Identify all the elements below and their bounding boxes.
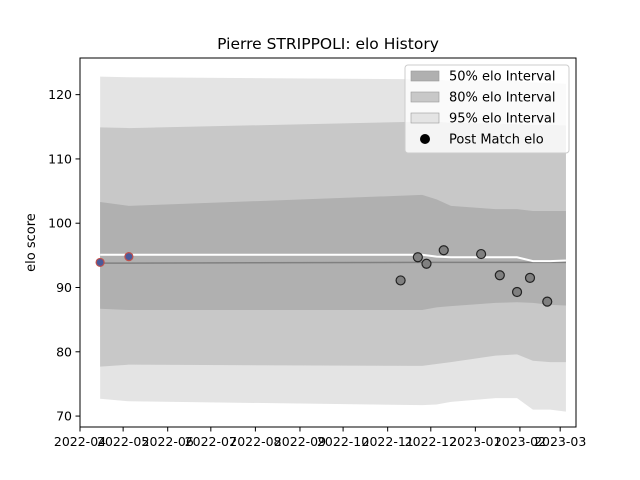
y-tick-label: 110 bbox=[48, 151, 72, 166]
legend-label: 80% elo Interval bbox=[449, 91, 556, 106]
chart-title: Pierre STRIPPOLI: elo History bbox=[217, 35, 439, 53]
y-tick-label: 120 bbox=[48, 87, 72, 102]
x-tick-label: 2022-05 bbox=[97, 434, 149, 449]
plot-frame bbox=[79, 57, 577, 428]
x-tick-label: 2023-01 bbox=[449, 434, 501, 449]
initial-elo-point bbox=[95, 257, 105, 268]
post-match-elo-point bbox=[421, 258, 432, 269]
x-tick-label: 2022-07 bbox=[185, 434, 237, 449]
post-match-elo-point bbox=[395, 275, 406, 286]
post-match-elo-point bbox=[524, 272, 536, 283]
interval-bands bbox=[100, 76, 566, 412]
y-tick-label: 100 bbox=[48, 216, 72, 231]
legend-label: 95% elo Interval bbox=[449, 112, 556, 127]
post-match-elo-point bbox=[476, 248, 487, 260]
legend-label: 50% elo Interval bbox=[449, 70, 556, 85]
initial-elo-point bbox=[124, 252, 134, 262]
post-match-elo-point bbox=[412, 252, 423, 263]
legend-label: Post Match elo bbox=[449, 133, 544, 148]
y-tick-label: 90 bbox=[56, 280, 72, 295]
post-match-elo-point bbox=[494, 270, 505, 281]
legend-box bbox=[404, 64, 570, 154]
x-tick-label: 2023-03 bbox=[534, 434, 586, 449]
x-tick-label: 2023-02 bbox=[494, 434, 546, 449]
y-tick-label: 80 bbox=[56, 344, 72, 359]
x-tick-label: 2022-12 bbox=[405, 434, 457, 449]
post-match-points bbox=[95, 245, 553, 307]
rating-lines bbox=[100, 253, 566, 264]
legend-swatch bbox=[410, 91, 440, 103]
y-axis: 70 80 90 100 110 120 bbox=[48, 87, 80, 424]
post-match-elo-point bbox=[511, 286, 523, 298]
x-tick-label: 2022-04 bbox=[54, 434, 106, 449]
x-tick-label: 2022-09 bbox=[274, 434, 326, 449]
x-tick-label: 2022-06 bbox=[142, 434, 194, 449]
post-match-elo-point bbox=[542, 296, 553, 307]
legend-swatch bbox=[410, 112, 440, 124]
legend-marker bbox=[420, 134, 430, 144]
rating-line bbox=[100, 253, 566, 263]
legend: 50% elo Interval 80% elo Interval 95% elo … bbox=[404, 64, 570, 154]
post-match-elo-point bbox=[438, 245, 449, 256]
x-tick-label: 2022-11 bbox=[362, 434, 414, 449]
x-tick-label: 2022-10 bbox=[317, 434, 369, 449]
x-axis: 2022-042022-052022-062022-072022-082022-… bbox=[54, 427, 586, 449]
x-tick-label: 2022-08 bbox=[229, 434, 281, 449]
y-tick-label: 70 bbox=[56, 409, 72, 424]
band-50-interval bbox=[100, 194, 566, 310]
y-axis-title: elo score bbox=[24, 213, 39, 272]
legend-swatch bbox=[410, 70, 440, 82]
mean-elo-line bbox=[100, 261, 566, 264]
